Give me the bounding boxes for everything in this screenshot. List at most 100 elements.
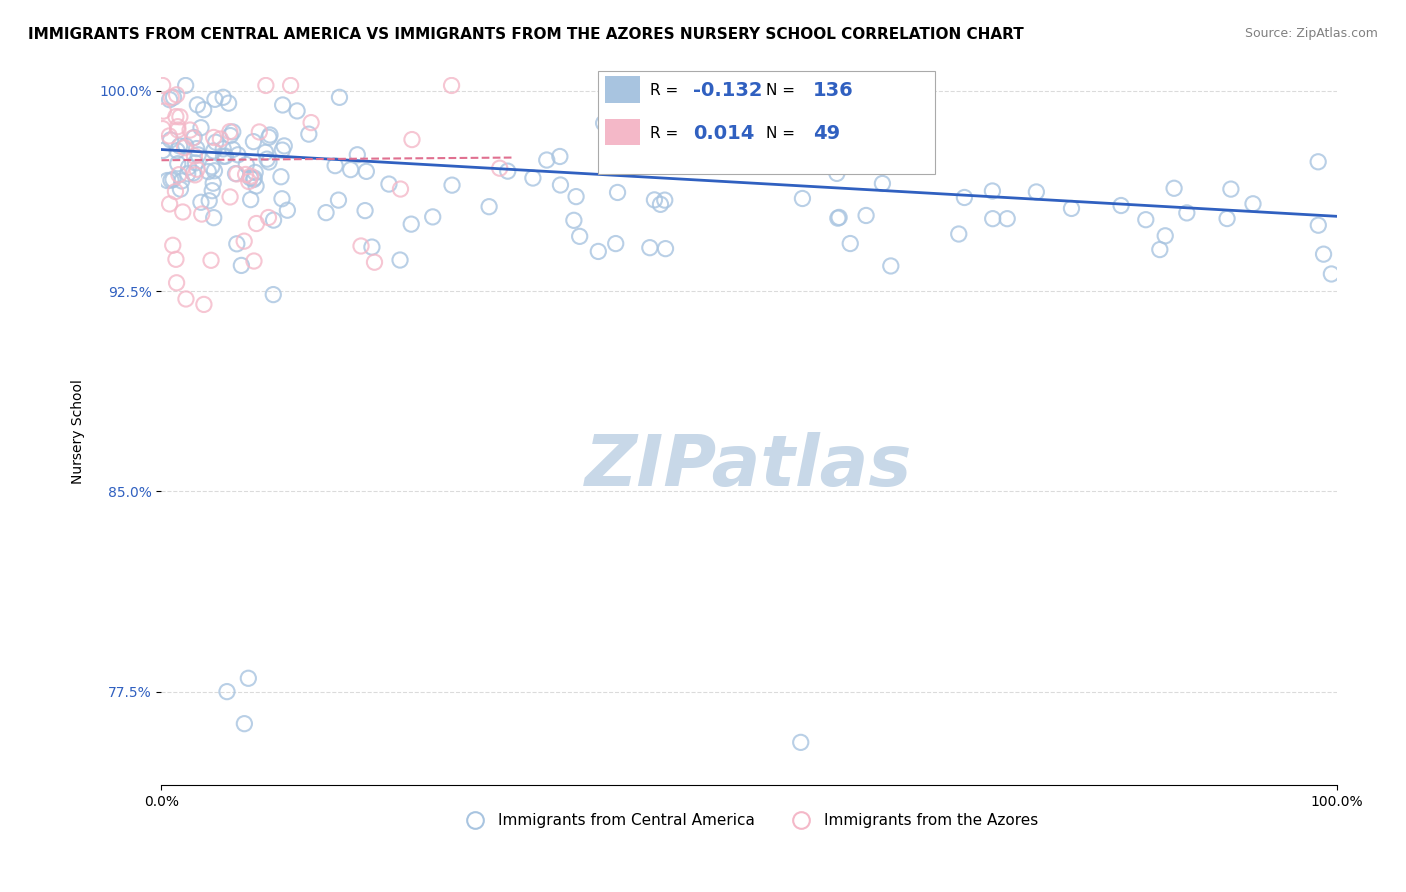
Point — [212, 142, 235, 156]
Point — [328, 193, 350, 207]
Point — [257, 155, 280, 169]
Point — [157, 128, 180, 143]
Point — [152, 121, 174, 136]
Point — [488, 161, 510, 176]
Point — [242, 172, 264, 186]
Point — [256, 152, 278, 166]
Point — [981, 211, 1004, 226]
Point — [401, 132, 423, 146]
Point — [1149, 243, 1171, 257]
Point — [1060, 202, 1083, 216]
Point — [165, 185, 187, 199]
Point — [225, 167, 247, 181]
Point — [792, 192, 814, 206]
Point — [254, 78, 277, 93]
Point — [169, 182, 191, 196]
Point — [174, 78, 197, 93]
Point — [790, 735, 813, 749]
Point — [233, 234, 256, 248]
Text: R =: R = — [650, 127, 683, 141]
Point — [159, 93, 181, 107]
Point — [193, 297, 215, 311]
Point — [1320, 267, 1343, 281]
Point — [160, 90, 183, 104]
Point — [550, 178, 572, 192]
Point — [828, 211, 851, 225]
Point — [239, 169, 262, 183]
Point — [200, 253, 222, 268]
Point — [568, 229, 591, 244]
Point — [181, 131, 204, 145]
Text: -0.132: -0.132 — [693, 81, 762, 101]
Point — [242, 135, 264, 149]
Point — [202, 211, 225, 225]
Point — [839, 236, 862, 251]
Point — [638, 241, 661, 255]
Point — [496, 164, 519, 178]
Point — [186, 98, 208, 112]
Point — [198, 194, 221, 208]
Point — [440, 78, 463, 93]
Point — [235, 168, 257, 182]
Point — [204, 92, 226, 106]
Point — [166, 276, 188, 290]
Point — [152, 104, 174, 119]
Point — [193, 103, 215, 117]
Point — [378, 177, 401, 191]
Point — [169, 110, 191, 124]
Point — [187, 148, 209, 162]
Point — [271, 192, 294, 206]
Text: 0.014: 0.014 — [693, 124, 755, 144]
Point — [1312, 247, 1334, 261]
Point — [650, 197, 672, 211]
Point — [440, 178, 463, 193]
Point — [271, 143, 294, 157]
Point — [350, 239, 373, 253]
Point — [270, 169, 292, 184]
Point — [565, 189, 588, 203]
Point — [159, 197, 181, 211]
Text: 49: 49 — [813, 124, 839, 144]
Point — [152, 144, 174, 158]
Point — [562, 213, 585, 227]
Point — [179, 123, 201, 137]
Point — [183, 149, 205, 163]
Point — [827, 211, 849, 226]
Point — [212, 90, 235, 104]
Point — [825, 166, 848, 180]
Point — [422, 210, 444, 224]
Point — [247, 125, 270, 139]
Point — [181, 166, 204, 180]
Point — [167, 168, 190, 182]
Point — [184, 156, 207, 170]
Point — [204, 163, 226, 178]
Point — [197, 164, 219, 178]
Point — [174, 292, 197, 306]
Text: 136: 136 — [813, 81, 853, 101]
Point — [202, 176, 225, 190]
Point — [166, 157, 188, 171]
Point — [239, 170, 262, 185]
Point — [172, 205, 194, 219]
Legend: Immigrants from Central America, Immigrants from the Azores: Immigrants from Central America, Immigra… — [454, 807, 1045, 834]
Point — [254, 145, 277, 160]
Point — [245, 217, 267, 231]
Point — [184, 168, 207, 182]
Point — [1109, 198, 1132, 212]
Point — [1308, 154, 1330, 169]
Point — [177, 160, 200, 174]
Point — [165, 110, 187, 124]
Point — [218, 125, 240, 139]
Point — [1154, 228, 1177, 243]
Point — [209, 132, 232, 146]
Point — [257, 130, 280, 145]
Point — [202, 144, 225, 158]
Point — [323, 159, 346, 173]
Point — [239, 193, 262, 207]
Point — [162, 90, 184, 104]
Point — [166, 87, 188, 102]
Point — [654, 193, 676, 207]
Point — [1241, 196, 1264, 211]
Point — [214, 149, 236, 163]
Point — [169, 139, 191, 153]
